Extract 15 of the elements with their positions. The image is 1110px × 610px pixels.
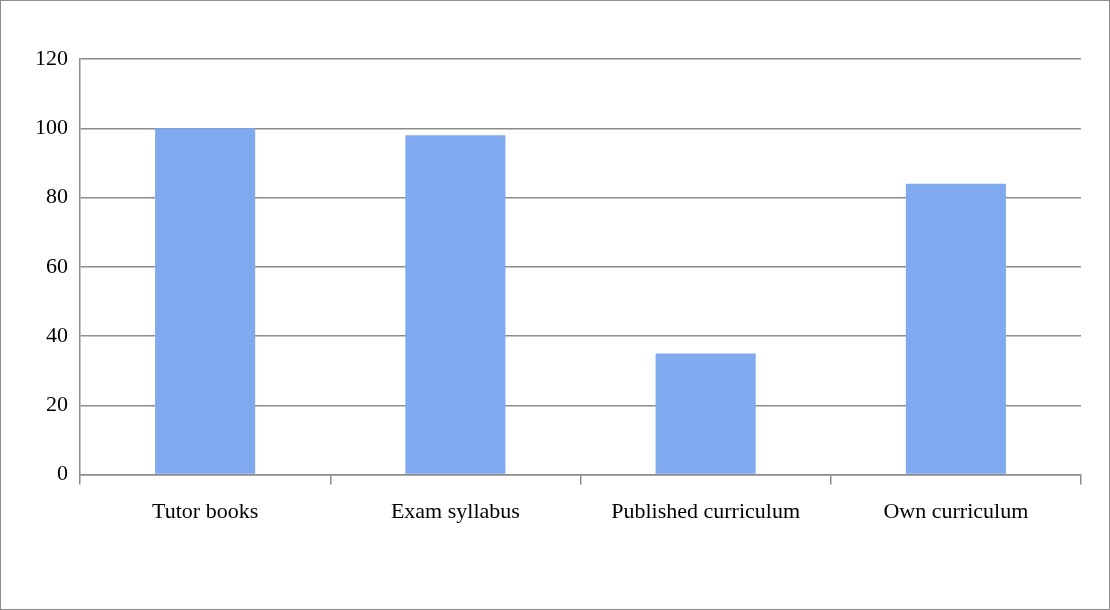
bar — [655, 353, 756, 474]
x-tick-label: Published curriculum — [611, 497, 801, 523]
y-tick-label: 40 — [46, 321, 68, 347]
x-tick-label: Tutor books — [152, 497, 259, 523]
y-tick-label: 60 — [46, 252, 68, 278]
bar — [405, 135, 506, 474]
y-tick-label: 100 — [35, 114, 68, 140]
x-tick-label: Exam syllabus — [390, 497, 520, 523]
bar — [155, 128, 256, 474]
y-tick-label: 80 — [46, 183, 68, 209]
bar — [905, 183, 1006, 474]
x-tick-label: Own curriculum — [883, 497, 1029, 523]
y-tick-label: 120 — [35, 44, 68, 70]
y-tick-label: 0 — [57, 460, 68, 486]
y-tick-label: 20 — [46, 391, 68, 417]
